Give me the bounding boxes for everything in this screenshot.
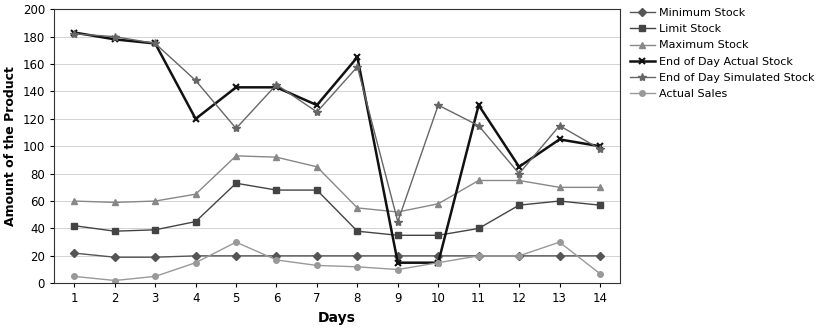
Maximum Stock bbox=[555, 185, 564, 189]
End of Day Actual Stock bbox=[312, 103, 322, 107]
Minimum Stock bbox=[150, 255, 160, 259]
Limit Stock bbox=[433, 233, 443, 237]
Maximum Stock bbox=[110, 200, 119, 204]
End of Day Simulated Stock bbox=[393, 220, 403, 224]
Actual Sales bbox=[110, 279, 119, 283]
Maximum Stock bbox=[231, 154, 241, 158]
Minimum Stock bbox=[312, 254, 322, 258]
End of Day Simulated Stock bbox=[231, 126, 241, 130]
Minimum Stock bbox=[514, 254, 524, 258]
End of Day Actual Stock bbox=[190, 117, 200, 121]
Maximum Stock bbox=[150, 199, 160, 203]
End of Day Simulated Stock bbox=[353, 65, 363, 69]
Actual Sales bbox=[555, 240, 564, 244]
Minimum Stock bbox=[272, 254, 282, 258]
End of Day Actual Stock bbox=[110, 38, 119, 41]
Minimum Stock bbox=[393, 254, 403, 258]
Minimum Stock bbox=[231, 254, 241, 258]
Legend: Minimum Stock, Limit Stock, Maximum Stock, End of Day Actual Stock, End of Day S: Minimum Stock, Limit Stock, Maximum Stoc… bbox=[626, 4, 819, 103]
Maximum Stock bbox=[69, 199, 79, 203]
Actual Sales bbox=[231, 240, 241, 244]
Limit Stock bbox=[69, 224, 79, 228]
End of Day Simulated Stock bbox=[595, 147, 605, 151]
End of Day Simulated Stock bbox=[312, 110, 322, 114]
Line: Actual Sales: Actual Sales bbox=[72, 240, 602, 283]
Limit Stock bbox=[272, 188, 282, 192]
Limit Stock bbox=[595, 203, 605, 207]
End of Day Actual Stock bbox=[595, 144, 605, 148]
Minimum Stock bbox=[433, 254, 443, 258]
Minimum Stock bbox=[555, 254, 564, 258]
End of Day Actual Stock bbox=[272, 85, 282, 89]
Limit Stock bbox=[555, 199, 564, 203]
End of Day Simulated Stock bbox=[150, 41, 160, 45]
End of Day Simulated Stock bbox=[272, 83, 282, 87]
Maximum Stock bbox=[353, 206, 363, 210]
Actual Sales bbox=[514, 254, 524, 258]
Actual Sales bbox=[312, 264, 322, 267]
End of Day Actual Stock bbox=[69, 31, 79, 35]
Maximum Stock bbox=[312, 165, 322, 169]
Line: Limit Stock: Limit Stock bbox=[71, 180, 603, 239]
Actual Sales bbox=[150, 274, 160, 278]
Actual Sales bbox=[69, 274, 79, 278]
Actual Sales bbox=[272, 258, 282, 262]
Maximum Stock bbox=[514, 179, 524, 183]
Maximum Stock bbox=[433, 202, 443, 206]
Maximum Stock bbox=[595, 185, 605, 189]
Maximum Stock bbox=[474, 179, 484, 183]
End of Day Actual Stock bbox=[150, 41, 160, 45]
Actual Sales bbox=[393, 267, 403, 271]
End of Day Actual Stock bbox=[474, 103, 484, 107]
End of Day Simulated Stock bbox=[69, 32, 79, 36]
Line: Maximum Stock: Maximum Stock bbox=[71, 152, 603, 215]
Minimum Stock bbox=[190, 254, 200, 258]
Maximum Stock bbox=[190, 192, 200, 196]
Maximum Stock bbox=[272, 155, 282, 159]
Actual Sales bbox=[190, 261, 200, 265]
Limit Stock bbox=[110, 229, 119, 233]
Limit Stock bbox=[190, 220, 200, 224]
End of Day Actual Stock bbox=[433, 261, 443, 265]
End of Day Actual Stock bbox=[393, 261, 403, 265]
End of Day Actual Stock bbox=[231, 85, 241, 89]
Line: End of Day Actual Stock: End of Day Actual Stock bbox=[71, 29, 603, 266]
Actual Sales bbox=[474, 254, 484, 258]
Minimum Stock bbox=[474, 254, 484, 258]
Limit Stock bbox=[231, 181, 241, 185]
Minimum Stock bbox=[110, 255, 119, 259]
End of Day Actual Stock bbox=[353, 55, 363, 59]
End of Day Actual Stock bbox=[514, 165, 524, 169]
Y-axis label: Amount of the Product: Amount of the Product bbox=[4, 66, 17, 226]
X-axis label: Days: Days bbox=[318, 311, 356, 325]
End of Day Simulated Stock bbox=[110, 35, 119, 38]
Limit Stock bbox=[514, 203, 524, 207]
Minimum Stock bbox=[353, 254, 363, 258]
Maximum Stock bbox=[393, 210, 403, 214]
Minimum Stock bbox=[595, 254, 605, 258]
Limit Stock bbox=[393, 233, 403, 237]
Line: End of Day Simulated Stock: End of Day Simulated Stock bbox=[70, 30, 604, 226]
Limit Stock bbox=[474, 226, 484, 230]
End of Day Simulated Stock bbox=[433, 103, 443, 107]
End of Day Simulated Stock bbox=[474, 124, 484, 128]
Actual Sales bbox=[595, 272, 605, 276]
Minimum Stock bbox=[69, 251, 79, 255]
End of Day Simulated Stock bbox=[190, 79, 200, 83]
End of Day Simulated Stock bbox=[555, 124, 564, 128]
End of Day Actual Stock bbox=[555, 138, 564, 141]
Line: Minimum Stock: Minimum Stock bbox=[72, 250, 602, 260]
Limit Stock bbox=[150, 228, 160, 232]
End of Day Simulated Stock bbox=[514, 172, 524, 176]
Limit Stock bbox=[353, 229, 363, 233]
Limit Stock bbox=[312, 188, 322, 192]
Actual Sales bbox=[433, 261, 443, 265]
Actual Sales bbox=[353, 265, 363, 269]
